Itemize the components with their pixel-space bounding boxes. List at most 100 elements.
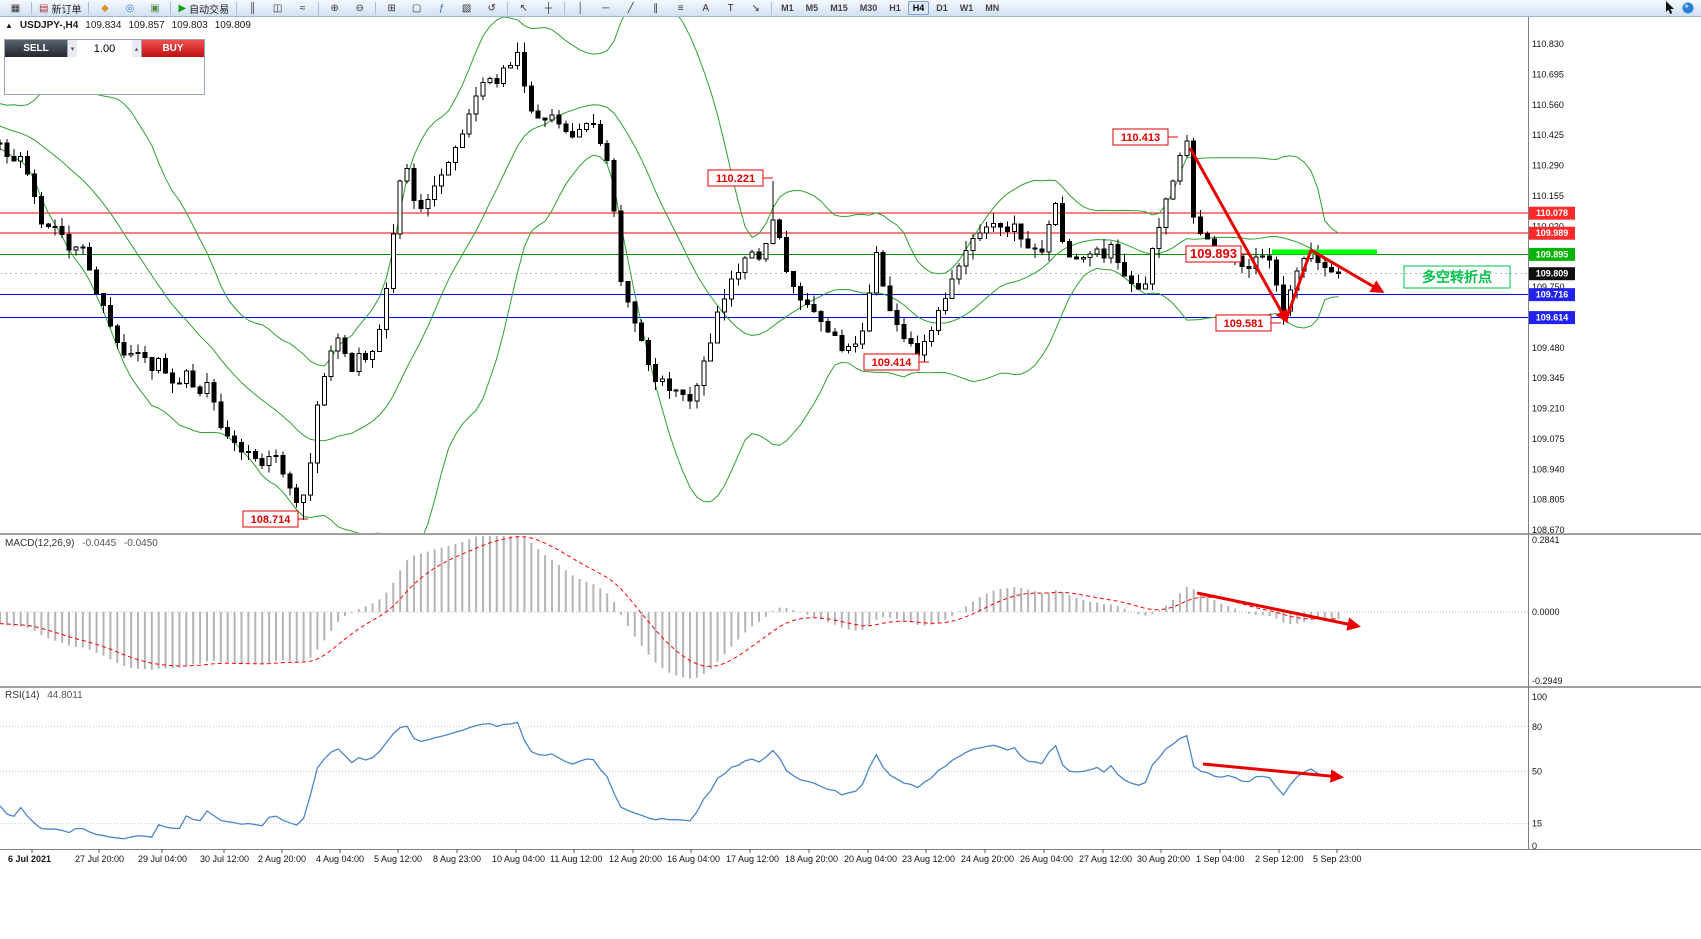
svg-text:109.345: 109.345 [1532,373,1565,383]
fibonacci-icon[interactable]: ≡ [669,0,692,17]
svg-text:110.020: 110.020 [1532,221,1564,231]
level-lines-layer [0,212,1528,319]
svg-text:-0.2949: -0.2949 [1532,676,1563,686]
auto-trading-button[interactable]: ▶ 自动交易 [175,0,232,17]
toolbar-separator [375,1,377,15]
macd-value-1: -0.0445 [82,538,117,549]
svg-text:10 Aug 04:00: 10 Aug 04:00 [492,854,545,864]
grid-icon[interactable]: ⊞ [380,0,403,17]
panel-separators[interactable] [0,17,1701,850]
tf-w1[interactable]: W1 [959,3,974,13]
tf-h4[interactable]: H4 [907,1,930,15]
new-chart-icon[interactable]: ▦ [4,0,27,17]
svg-text:109.989: 109.989 [1536,228,1569,238]
tf-m15[interactable]: M15 [830,3,848,13]
zoom-out-icon: ⊖ [355,2,364,14]
symbol-marker-icon: ▲ [5,21,13,30]
tile-windows-icon: ▢ [411,2,422,14]
tf-m30[interactable]: M30 [859,3,878,13]
vertical-line-icon[interactable]: │ [569,0,592,17]
tf-mn[interactable]: MN [985,3,1000,13]
volume-increase-button[interactable]: ▴ [131,40,141,57]
volume-input[interactable] [77,40,132,57]
svg-text:4 Aug 04:00: 4 Aug 04:00 [316,854,364,864]
navigator-icon[interactable]: ◎ [118,0,141,17]
svg-text:110.413: 110.413 [1121,132,1160,144]
auto-trading-button: ▶ [178,2,187,14]
market-watch-icon[interactable]: ◆ [93,0,116,17]
svg-text:108.714: 108.714 [251,514,292,526]
trendline-icon[interactable]: ╱ [619,0,642,17]
candlestick-chart-icon[interactable]: ◫ [266,0,289,17]
tf-m5[interactable]: M5 [805,3,819,13]
svg-text:108.670: 108.670 [1532,525,1565,535]
label-icon[interactable]: T [719,0,742,17]
tf-m1[interactable]: M1 [781,3,794,13]
svg-text:0: 0 [1532,841,1537,851]
toolbar-separator [564,1,566,15]
toolbar-separator [318,1,320,15]
buy-price-display[interactable]: 109 91 0 [105,57,204,94]
indicators-icon[interactable]: ƒ [430,0,453,17]
refresh-icon[interactable]: ↺ [480,0,503,17]
svg-text:109.075: 109.075 [1532,434,1565,444]
zoom-in-icon[interactable]: ⊕ [323,0,346,17]
macd-value-2: -0.0450 [123,538,158,549]
tf-d1[interactable]: D1 [936,3,948,13]
toolbar-right-icons [1665,1,1698,15]
cursor-icon: ↖ [519,2,528,14]
channel-icon[interactable]: ∥ [644,0,667,17]
svg-text:109.895: 109.895 [1536,249,1569,259]
svg-text:110.290: 110.290 [1532,161,1564,171]
svg-text:110.560: 110.560 [1532,100,1564,110]
templates-icon: ▧ [461,2,472,14]
line-chart-icon[interactable]: ≈ [291,0,314,17]
cursor-icon[interactable]: ↖ [512,0,535,17]
new-chart-icon: ▦ [10,2,21,14]
svg-text:27 Aug 12:00: 27 Aug 12:00 [1079,854,1132,864]
market-watch-icon: ◆ [101,2,109,14]
svg-text:110.221: 110.221 [716,173,755,185]
sell-price-display[interactable]: 109 80 9 [5,57,105,94]
terminal-icon: ▣ [150,2,160,14]
horizontal-line-icon[interactable]: ─ [594,0,617,17]
tile-windows-icon[interactable]: ▢ [405,0,428,17]
volume-decrease-button[interactable]: ▾ [68,40,78,57]
chart-ohlc-line: ▲ USDJPY-,H4 109.834 109.857 109.803 109… [5,20,251,31]
channel-icon: ∥ [653,2,659,14]
arrows-icon[interactable]: ↘ [744,0,767,17]
new-order-button[interactable]: ▤ 新订单 [36,0,84,17]
buy-button[interactable]: BUY [142,40,204,57]
text-icon[interactable]: A [694,0,717,17]
tf-h1[interactable]: H1 [889,3,901,13]
one-click-trading-panel: SELL ▾ ▴ BUY 109 80 9 109 91 0 [4,39,205,95]
svg-text:2 Sep 12:00: 2 Sep 12:00 [1255,854,1304,864]
svg-text:5 Aug 12:00: 5 Aug 12:00 [374,854,422,864]
svg-text:0.0000: 0.0000 [1532,607,1560,617]
svg-text:8 Aug 23:00: 8 Aug 23:00 [433,854,481,864]
templates-icon[interactable]: ▧ [455,0,478,17]
quote-high: 109.857 [128,20,165,31]
svg-text:110.425: 110.425 [1532,130,1564,140]
svg-text:109.750: 109.750 [1532,282,1565,292]
svg-text:26 Aug 04:00: 26 Aug 04:00 [1020,854,1073,864]
svg-text:30 Jul 12:00: 30 Jul 12:00 [200,854,249,864]
quote-open: 109.834 [85,20,122,31]
svg-text:110.155: 110.155 [1532,191,1564,201]
navigator-icon: ◎ [125,2,135,14]
svg-text:110.830: 110.830 [1532,39,1564,49]
sell-price-sup: 9 [75,63,83,78]
sell-button[interactable]: SELL [5,40,67,57]
terminal-icon[interactable]: ▣ [143,0,166,17]
crosshair-icon[interactable]: ┼ [537,0,560,17]
annotations-layer: 多空转折点 110.413 110.221 109.893 109.581 109.414… [242,128,1511,783]
buy-price-sup: 0 [175,63,183,78]
auto-trading-button-label: 自动交易 [189,4,230,16]
svg-text:30 Aug 20:00: 30 Aug 20:00 [1137,854,1190,864]
svg-text:110.078: 110.078 [1536,208,1568,218]
zoom-out-icon[interactable]: ⊖ [348,0,371,17]
svg-text:109.809: 109.809 [1536,269,1569,279]
bar-chart-icon[interactable]: ║ [241,0,264,17]
svg-text:109.480: 109.480 [1532,343,1565,353]
